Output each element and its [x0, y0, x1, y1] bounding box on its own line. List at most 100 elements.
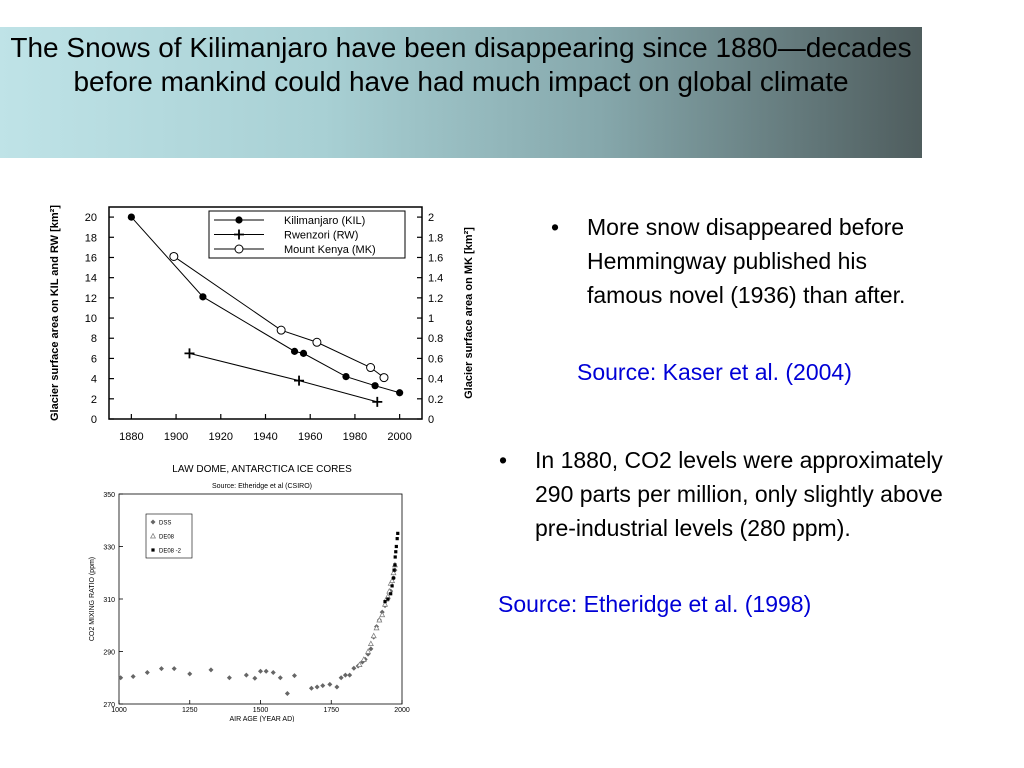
y-right-tick-label: 1 [428, 313, 434, 325]
bullet-text: In 1880, CO2 levels were approximately 2… [535, 447, 943, 541]
legend-label: DE08 -2 [159, 549, 182, 555]
dss-point [226, 675, 232, 681]
y-tick-label: 6 [91, 353, 97, 365]
x-tick-label: 1900 [164, 431, 188, 443]
x-tick-label: 1750 [323, 707, 339, 714]
de08-point [365, 648, 372, 654]
y-tick-label: 16 [85, 252, 97, 264]
dss-point [258, 668, 263, 674]
de08-2-point [383, 600, 387, 604]
x-tick-label: 1920 [209, 431, 233, 443]
y-tick-label: 18 [85, 232, 97, 244]
kilimanjaro-point [127, 213, 135, 221]
dss-point [291, 673, 297, 679]
chart-title: LAW DOME, ANTARCTICA ICE CORES [172, 464, 352, 475]
kilimanjaro-point [290, 347, 299, 355]
y-tick-label: 10 [85, 313, 97, 325]
x-tick-label: 1500 [253, 707, 269, 714]
dss-point [243, 672, 249, 678]
mount-kenya-point [276, 325, 286, 335]
dss-point [334, 684, 340, 690]
x-tick-label: 2000 [394, 707, 410, 714]
legend-marker [150, 519, 156, 525]
bullet-text: More snow disappeared before Hemmingway … [587, 214, 906, 308]
mount-kenya-point [379, 373, 389, 383]
y-right-tick-label: 0 [428, 414, 434, 426]
dss-point [252, 675, 258, 681]
de08-2-point [393, 563, 397, 567]
co2-ice-core-chart: LAW DOME, ANTARCTICA ICE CORES Source: Et… [89, 464, 410, 722]
legend-marker [150, 532, 156, 539]
dss-point [284, 691, 290, 696]
kilimanjaro-point [371, 382, 379, 390]
de08-point [367, 640, 374, 646]
y-right-tick-label: 0.2 [428, 394, 443, 406]
x-tick-label: 1880 [119, 431, 143, 443]
bullet-co2: • In 1880, CO2 levels were approximately… [499, 443, 969, 545]
glacier-area-chart: 1880 1900 1920 1940 1960 1980 2000024681012141… [49, 205, 475, 443]
de08-point [373, 624, 380, 631]
y-axis-label: Glacier surface area on KIL and RW [km²] [49, 205, 61, 421]
chart-subtitle: Source: Etheridge et al (CSIRO) [212, 483, 312, 490]
de08-2-point [394, 550, 398, 554]
dss-point [327, 681, 333, 687]
slide-title: The Snows of Kilimanjaro have been disap… [10, 32, 912, 97]
y-right-tick-label: 1.2 [428, 293, 443, 305]
dss-point [368, 646, 374, 652]
y-right-axis-label: Glacier surface area on MK [km²] [463, 227, 475, 399]
legend-marker [151, 548, 155, 552]
x-tick-label: 1960 [298, 431, 322, 443]
dss-point [158, 666, 164, 672]
y-tick-label: 290 [103, 650, 115, 657]
de08-2-point [393, 555, 397, 559]
bullet-marker: • [551, 214, 560, 240]
legend-marker [235, 216, 243, 224]
y-right-tick-label: 1.4 [428, 273, 443, 285]
kilimanjaro-point [396, 389, 404, 397]
y-tick-label: 330 [103, 545, 115, 552]
mount-kenya-point [169, 251, 179, 261]
de08-2-point [389, 592, 393, 596]
kilimanjaro-point [342, 373, 350, 381]
y-right-tick-label: 0.4 [428, 374, 443, 386]
legend-label: Kilimanjaro (KIL) [284, 215, 365, 227]
legend-label: DSS [159, 521, 171, 527]
legend-label: DE08 [159, 535, 175, 541]
y-axis-label: CO2 MIXING RATIO (ppm) [89, 557, 96, 641]
y-tick-label: 14 [85, 273, 97, 285]
dss-point [263, 668, 269, 674]
legend-marker [234, 229, 244, 240]
legend-label: Mount Kenya (MK) [284, 244, 376, 256]
de08-point [356, 661, 363, 667]
x-tick-label: 1940 [253, 431, 277, 443]
de08-point [360, 656, 367, 662]
de08-2-point [396, 531, 400, 535]
y-tick-label: 350 [103, 492, 115, 499]
de08-point [370, 632, 377, 639]
rwenzori-point [184, 348, 195, 359]
dss-point [320, 683, 326, 689]
de08-point [376, 616, 383, 623]
dss-point [208, 667, 214, 673]
rwenzori-point [294, 375, 305, 386]
rwenzori-point [372, 396, 383, 407]
dss-point [277, 675, 283, 681]
legend-label: Rwenzori (RW) [284, 230, 358, 242]
kilimanjaro-point [199, 293, 207, 301]
x-axis-label: AIR AGE (YEAR AD) [230, 716, 295, 722]
series-line-2 [173, 256, 385, 379]
y-tick-label: 310 [103, 597, 115, 604]
de08-2-point [394, 544, 398, 549]
dss-point [351, 665, 357, 671]
de08-2-point [395, 537, 399, 541]
mount-kenya-point [366, 363, 376, 373]
dss-point [171, 666, 177, 672]
dss-point [130, 673, 136, 679]
y-right-tick-label: 1.6 [428, 252, 443, 264]
dss-point [338, 675, 344, 681]
bullet-snow: • More snow disappeared before Hemmingwa… [551, 210, 971, 312]
dss-point [308, 685, 314, 691]
y-right-tick-label: 2 [428, 212, 434, 224]
de08-point [390, 569, 397, 576]
y-tick-label: 2 [91, 394, 97, 406]
